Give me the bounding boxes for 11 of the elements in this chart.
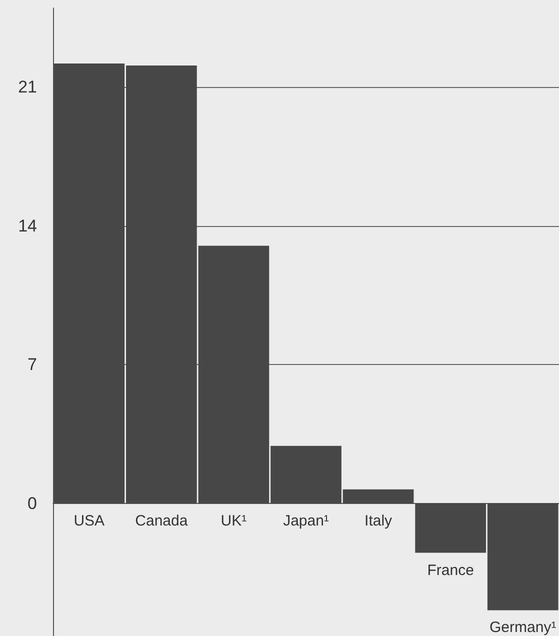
x-tick-label: Japan¹ [283, 512, 329, 530]
y-tick-label: 0 [28, 494, 37, 513]
y-tick-label: 7 [28, 355, 37, 374]
x-tick-label: Germany¹ [490, 619, 556, 636]
y-tick-label: 21 [18, 78, 37, 97]
x-tick-label: Canada [135, 512, 188, 530]
y-tick-label: 14 [18, 216, 37, 236]
x-tick-label: France [427, 562, 474, 579]
x-tick-label: Italy [364, 512, 393, 530]
x-tick-label: USA [74, 512, 105, 530]
x-tick-label: UK¹ [220, 512, 247, 530]
